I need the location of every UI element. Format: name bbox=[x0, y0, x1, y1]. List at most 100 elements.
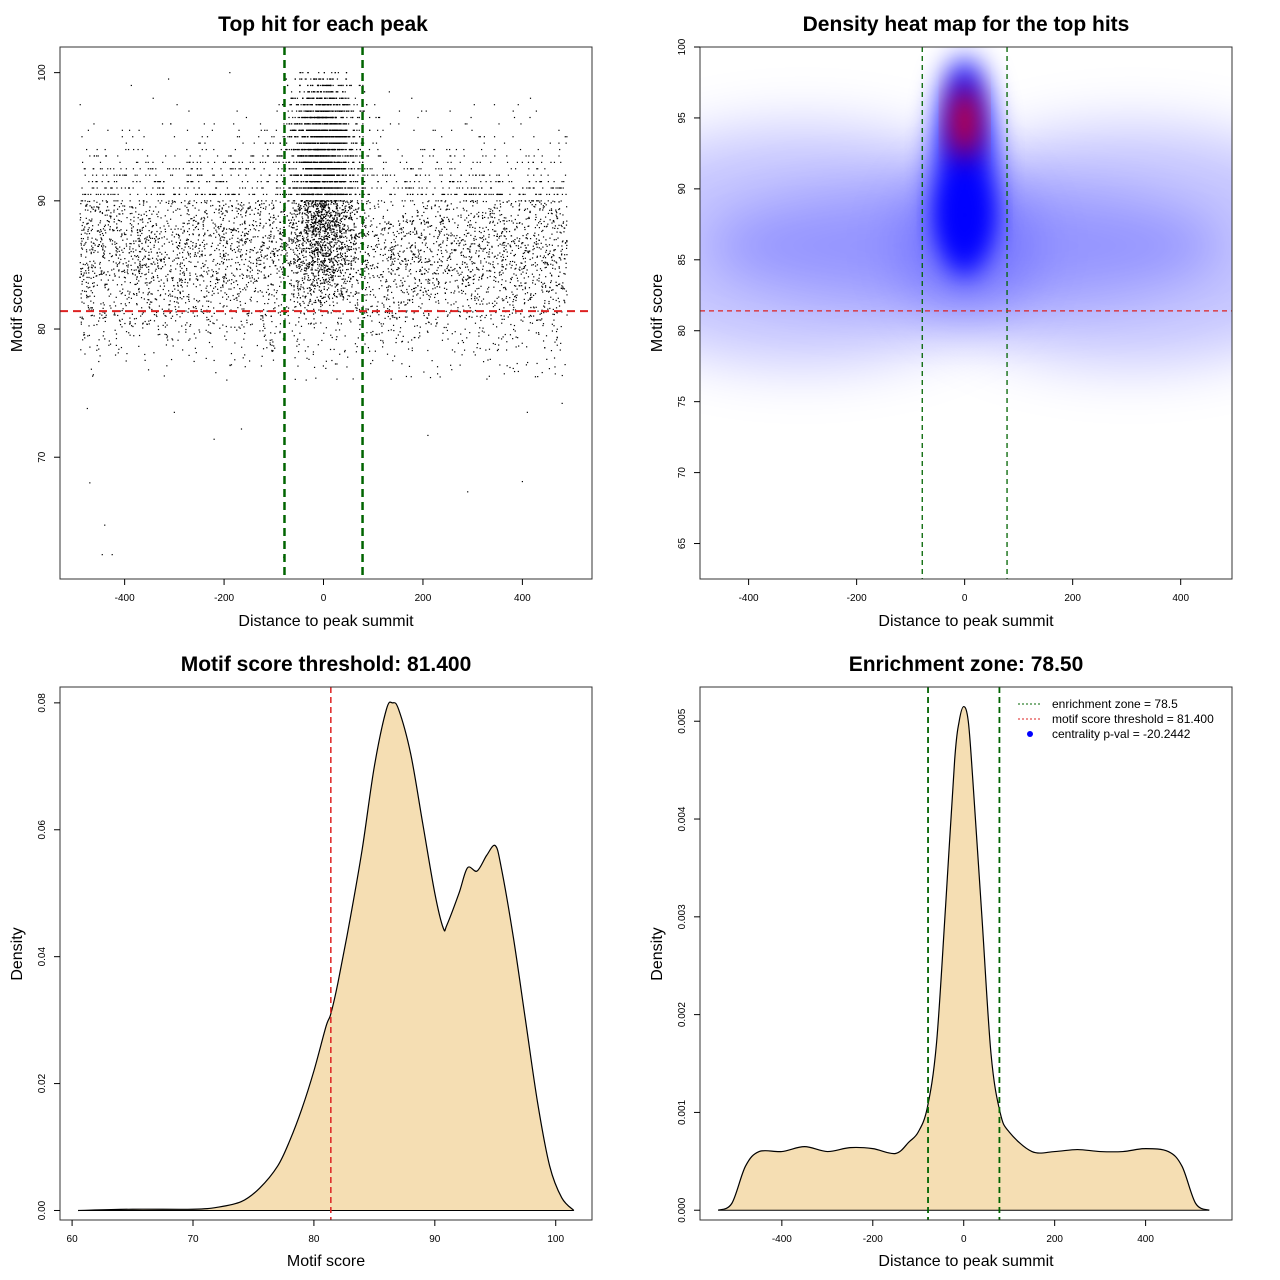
scatter-point bbox=[553, 250, 555, 252]
scatter-point bbox=[349, 301, 351, 303]
scatter-point bbox=[206, 290, 208, 292]
scatter-point bbox=[373, 294, 375, 296]
scatter-point bbox=[314, 256, 316, 258]
scatter-point bbox=[299, 247, 301, 249]
scatter-point bbox=[468, 214, 470, 216]
scatter-point bbox=[99, 231, 101, 233]
scatter-point bbox=[529, 258, 531, 261]
scatter-point bbox=[414, 247, 417, 249]
scatter-point bbox=[234, 275, 236, 277]
scatter-point bbox=[325, 367, 327, 370]
scatter-point bbox=[407, 275, 409, 277]
scatter-point bbox=[442, 272, 444, 274]
scatter-point bbox=[93, 123, 95, 125]
scatter-point bbox=[265, 277, 267, 279]
scatter-point bbox=[403, 301, 405, 303]
scatter-point bbox=[412, 193, 414, 196]
scatter-point bbox=[247, 269, 249, 272]
scatter-point bbox=[136, 276, 138, 278]
scatter-point bbox=[353, 229, 355, 231]
scatter-point bbox=[381, 325, 383, 327]
scatter-point bbox=[441, 261, 443, 263]
scatter-point bbox=[271, 136, 273, 138]
scatter-point bbox=[383, 201, 386, 203]
scatter-point bbox=[465, 285, 467, 288]
scatter-point bbox=[259, 213, 261, 215]
scatter-point bbox=[262, 207, 265, 209]
scatter-point bbox=[320, 301, 322, 304]
scatter-point bbox=[306, 220, 309, 222]
scatter-point bbox=[269, 237, 271, 239]
scatter-point bbox=[217, 279, 219, 281]
scatter-point bbox=[532, 315, 535, 317]
scatter-point bbox=[456, 270, 458, 272]
scatter-point bbox=[168, 290, 170, 292]
scatter-point bbox=[200, 218, 202, 220]
scatter-point bbox=[206, 136, 209, 138]
scatter-point bbox=[474, 297, 476, 299]
scatter-point bbox=[291, 240, 293, 242]
scatter-point bbox=[129, 323, 131, 325]
scatter-point bbox=[107, 271, 109, 273]
scatter-point bbox=[187, 209, 189, 211]
scatter-point bbox=[230, 283, 232, 285]
scatter-point bbox=[560, 254, 563, 256]
scatter-point bbox=[121, 210, 123, 212]
scatter-point bbox=[252, 161, 254, 163]
scatter-point bbox=[496, 207, 498, 209]
scatter-point bbox=[463, 244, 465, 246]
scatter-point bbox=[164, 314, 166, 317]
scatter-point bbox=[293, 272, 295, 274]
scatter-point bbox=[115, 296, 117, 298]
scatter-point bbox=[555, 307, 558, 309]
scatter-point bbox=[254, 287, 257, 290]
scatter-point bbox=[443, 193, 446, 196]
scatter-point bbox=[188, 296, 190, 298]
scatter-point bbox=[409, 233, 412, 235]
scatter-point bbox=[202, 221, 204, 223]
scatter-point bbox=[243, 235, 246, 237]
scatter-point bbox=[496, 326, 498, 328]
scatter-point bbox=[171, 174, 174, 176]
scatter-point bbox=[102, 317, 104, 319]
scatter-point bbox=[293, 200, 295, 202]
scatter-point bbox=[178, 193, 181, 196]
scatter-point bbox=[411, 256, 414, 259]
scatter-point bbox=[159, 294, 162, 296]
scatter-point bbox=[464, 123, 466, 125]
scatter-point bbox=[150, 263, 152, 265]
scatter-point bbox=[104, 283, 106, 285]
scatter-point bbox=[275, 292, 278, 294]
scatter-point bbox=[516, 237, 518, 239]
scatter-point bbox=[204, 248, 206, 250]
scatter-point bbox=[201, 241, 204, 244]
scatter-point bbox=[484, 216, 486, 219]
scatter-point bbox=[297, 287, 299, 290]
scatter-point bbox=[553, 319, 555, 321]
scatter-point bbox=[421, 242, 424, 244]
scatter-point bbox=[257, 200, 259, 202]
scatter-point bbox=[542, 324, 544, 327]
scatter-point bbox=[412, 295, 414, 297]
scatter-point bbox=[147, 258, 150, 261]
scatter-point bbox=[103, 245, 105, 247]
scatter-point bbox=[355, 292, 358, 294]
scatter-point bbox=[196, 315, 198, 317]
scatter-point bbox=[346, 200, 348, 202]
scatter-point bbox=[522, 242, 524, 244]
scatter-point bbox=[240, 320, 242, 323]
scatter-point bbox=[374, 207, 376, 209]
scatter-point bbox=[270, 235, 272, 238]
scatter-point bbox=[514, 296, 516, 298]
scatter-point bbox=[122, 288, 124, 290]
scatter-point bbox=[536, 269, 538, 271]
scatter-point bbox=[428, 282, 431, 284]
scatter-point bbox=[266, 247, 268, 249]
scatter-point bbox=[103, 271, 105, 273]
scatter-point bbox=[550, 281, 552, 284]
scatter-point bbox=[260, 365, 263, 367]
scatter-point bbox=[226, 243, 229, 245]
scatter-point bbox=[340, 290, 342, 292]
scatter-point bbox=[553, 325, 555, 327]
scatter-point bbox=[183, 231, 185, 233]
